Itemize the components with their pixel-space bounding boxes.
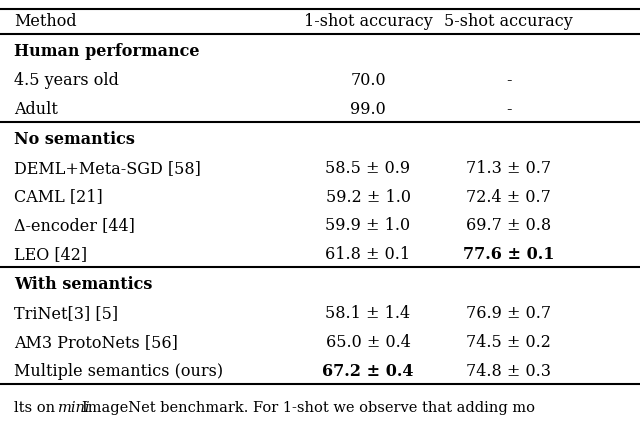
Text: Method: Method [14,13,77,30]
Text: TriNet[3] [5]: TriNet[3] [5] [14,305,118,322]
Text: 72.4 ± 0.7: 72.4 ± 0.7 [467,189,551,206]
Text: 77.6 ± 0.1: 77.6 ± 0.1 [463,246,554,263]
Text: Human performance: Human performance [14,43,200,60]
Text: 4.5 years old: 4.5 years old [14,72,119,89]
Text: 74.8 ± 0.3: 74.8 ± 0.3 [467,363,551,380]
Text: 1-shot accuracy: 1-shot accuracy [303,13,433,30]
Text: ImageNet benchmark. For 1-shot we observe that adding mo: ImageNet benchmark. For 1-shot we observ… [82,401,535,415]
Text: 74.5 ± 0.2: 74.5 ± 0.2 [467,334,551,351]
Text: Multiple semantics (ours): Multiple semantics (ours) [14,363,223,380]
Text: 99.0: 99.0 [350,101,386,118]
Text: 59.2 ± 1.0: 59.2 ± 1.0 [326,189,410,206]
Text: mini: mini [58,401,90,415]
Text: 58.1 ± 1.4: 58.1 ± 1.4 [325,305,411,322]
Text: AM3 ProtoNets [56]: AM3 ProtoNets [56] [14,334,178,351]
Text: 70.0: 70.0 [350,72,386,89]
Text: -: - [506,101,511,118]
Text: 61.8 ± 0.1: 61.8 ± 0.1 [325,246,411,263]
Text: Δ-encoder [44]: Δ-encoder [44] [14,218,135,234]
Text: Adult: Adult [14,101,58,118]
Text: 67.2 ± 0.4: 67.2 ± 0.4 [323,363,413,380]
Text: CAML [21]: CAML [21] [14,189,103,206]
Text: No semantics: No semantics [14,131,135,148]
Text: 65.0 ± 0.4: 65.0 ± 0.4 [326,334,410,351]
Text: 71.3 ± 0.7: 71.3 ± 0.7 [466,160,552,177]
Text: 58.5 ± 0.9: 58.5 ± 0.9 [325,160,411,177]
Text: 59.9 ± 1.0: 59.9 ± 1.0 [325,218,411,234]
Text: -: - [506,72,511,89]
Text: 69.7 ± 0.8: 69.7 ± 0.8 [466,218,552,234]
Text: LEO [42]: LEO [42] [14,246,87,263]
Text: DEML+Meta-SGD [58]: DEML+Meta-SGD [58] [14,160,201,177]
Text: lts on: lts on [14,401,60,415]
Text: With semantics: With semantics [14,276,152,293]
Text: 76.9 ± 0.7: 76.9 ± 0.7 [466,305,552,322]
Text: 5-shot accuracy: 5-shot accuracy [444,13,573,30]
